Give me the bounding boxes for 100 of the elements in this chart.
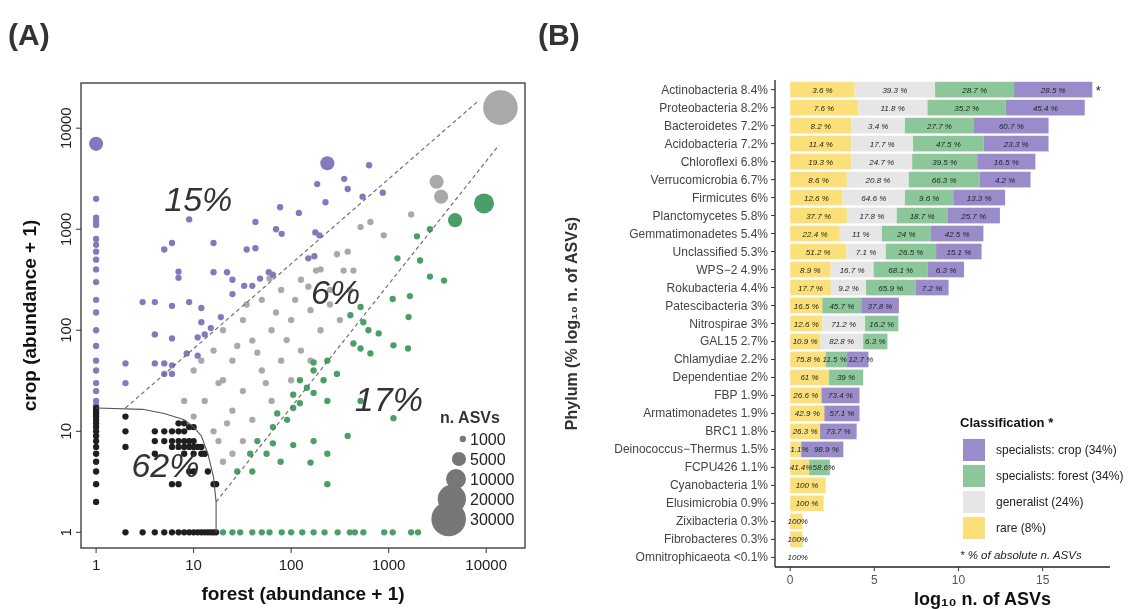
- y-tick-label: Unclassified 5.3%: [672, 244, 769, 259]
- annotation: 37.8 %: [867, 301, 893, 311]
- y-tick-label: Nitrospirae 3%: [689, 316, 769, 331]
- legend-label: 10000: [470, 471, 515, 488]
- bar: [790, 81, 855, 98]
- annotation: 45.7 %: [829, 301, 855, 311]
- y-tick-label: Planctomycetes 5.8%: [652, 208, 769, 223]
- x-tick-label: 1000: [371, 556, 406, 573]
- annotation: 17.7 %: [869, 139, 895, 149]
- annotation: 16.2 %: [869, 319, 895, 329]
- annotation: 17.7 %: [798, 283, 823, 293]
- annotation: 98.9 %: [813, 445, 839, 455]
- annotation: 73.7 %: [826, 427, 851, 437]
- legend-title: n. ASVs: [440, 409, 500, 426]
- legend-label: 1000: [470, 431, 506, 448]
- y-tick-label: Deinococcus−Thermus 1.5%: [614, 442, 769, 457]
- annotation: 26.6 %: [792, 391, 819, 401]
- annotation: 20.8 %: [864, 175, 891, 185]
- annotation: 23.3 %: [1002, 139, 1029, 149]
- annotation: 12.6 %: [793, 319, 819, 329]
- bar: [790, 99, 858, 116]
- y-tick-label: Verrucomicrobia 6.7%: [650, 172, 769, 187]
- annotation: 18.7 %: [909, 211, 935, 221]
- y-tick-label: Bacteroidetes 7.2%: [663, 118, 769, 133]
- y-tick-label: FCPU426 1.1%: [684, 460, 769, 475]
- annotation: 35.2 %: [954, 103, 980, 113]
- annotation: 64.6 %: [861, 193, 887, 203]
- annotation: 1.1%: [790, 445, 809, 455]
- annotation: 19.3 %: [808, 157, 834, 167]
- annotation: 100%: [787, 553, 808, 563]
- annotation: 16.5 %: [993, 157, 1019, 167]
- annotation: 4.2 %: [994, 175, 1016, 185]
- legend-label: specialists: forest (34%): [996, 469, 1124, 483]
- annotation: 60.7 %: [998, 121, 1024, 131]
- y-tick-label: Proteobacteria 8.2%: [659, 100, 769, 115]
- annotation: 7.1 %: [855, 247, 877, 257]
- annotation: 8.6 %: [808, 175, 829, 185]
- annotation: 61 %: [800, 373, 819, 383]
- annotation: 7.2 %: [921, 283, 943, 293]
- annotation: 16.5 %: [793, 301, 819, 311]
- annotation: 3.6 %: [812, 85, 833, 95]
- annotation: 8.9 %: [800, 265, 821, 275]
- annotation: 12.6 %: [803, 193, 829, 203]
- y-tick-label: GAL15 2.7%: [699, 334, 769, 349]
- annotation: 6.3 %: [935, 265, 957, 275]
- y-tick-label: Rokubacteria 4.4%: [666, 280, 769, 295]
- y-tick-label: Patescibacteria 3%: [665, 298, 769, 313]
- x-tick-label: 0: [786, 573, 794, 587]
- y-axis-title: crop (abundance + 1): [19, 219, 40, 412]
- annotation: 6%: [311, 273, 361, 312]
- y-tick-label: Zixibacteria 0.3%: [675, 514, 769, 529]
- annotation: 65.9 %: [878, 283, 904, 293]
- y-tick-label: Gemmatimonadetes 5.4%: [629, 226, 769, 241]
- annotation: 73.4 %: [828, 391, 853, 401]
- annotation: 12.7 %: [848, 355, 874, 365]
- annotation: 17.8 %: [859, 211, 885, 221]
- annotation: 37.7 %: [806, 211, 832, 221]
- y-tick-label: Elusimicrobia 0.9%: [665, 496, 769, 511]
- annotation: 22.4 %: [801, 229, 828, 239]
- annotation: 25.7 %: [960, 211, 987, 221]
- annotation: 47.5 %: [935, 139, 961, 149]
- annotation: 11 %: [852, 229, 870, 239]
- x-tick-label: 5: [870, 573, 878, 587]
- annotation: 24.7 %: [868, 157, 895, 167]
- y-tick-label: Acidobacteria 7.2%: [664, 136, 769, 151]
- legend-label: 30000: [470, 511, 515, 528]
- annotation: 62%: [131, 446, 200, 485]
- x-tick-label: 15: [1035, 573, 1050, 587]
- y-tick-label: 10: [57, 422, 74, 440]
- annotation: 10.9 %: [792, 337, 818, 347]
- y-tick-label: Firmicutes 6%: [691, 190, 769, 205]
- y-tick-label: Omnitrophicaeota <0.1%: [635, 550, 769, 565]
- annotation: 100 %: [795, 481, 819, 491]
- annotation: 9.2 %: [838, 283, 859, 293]
- legend-label: specialists: crop (34%): [996, 443, 1117, 457]
- x-tick-label: 10: [951, 573, 966, 587]
- legend-label: 5000: [470, 451, 506, 468]
- annotation: 9.6 %: [918, 193, 940, 203]
- y-tick-label: 1: [57, 528, 74, 537]
- legend-title: Classification *: [960, 415, 1055, 430]
- x-tick-label: 100: [278, 556, 304, 573]
- legend-label: 20000: [470, 491, 515, 508]
- y-tick-label: FBP 1.9%: [714, 388, 769, 403]
- y-tick-label: 10000: [57, 107, 74, 150]
- y-tick-label: Dependentiae 2%: [672, 370, 769, 385]
- y-tick-label: Fibrobacteres 0.3%: [663, 532, 769, 547]
- annotation: 6.3 %: [865, 337, 886, 347]
- annotation: 7.6 %: [813, 103, 835, 113]
- x-axis-title: log₁₀ n. of ASVs: [914, 589, 1051, 609]
- y-tick-label: 1000: [57, 212, 74, 246]
- annotation: 68.1 %: [888, 265, 914, 275]
- annotation: 66.3 %: [931, 175, 957, 185]
- annotation: 41.4%: [789, 463, 813, 473]
- y-tick-label: Armatimonadetes 1.9%: [643, 406, 769, 421]
- annotation: 51.2 %: [805, 247, 831, 257]
- y-axis-title: Phylum (% log₁₀ n. of ASVs): [563, 216, 580, 431]
- annotation: 11.4 %: [808, 139, 833, 149]
- annotation: 13.3 %: [966, 193, 992, 203]
- annotation: 16.7 %: [839, 265, 865, 275]
- y-tick-label: BRC1 1.8%: [705, 424, 769, 439]
